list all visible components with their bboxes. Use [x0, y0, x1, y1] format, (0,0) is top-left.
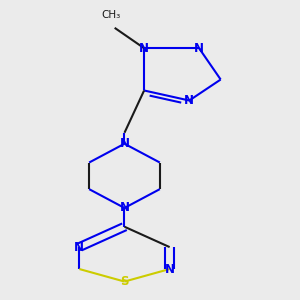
Text: N: N [194, 42, 204, 55]
Text: N: N [119, 201, 130, 214]
Text: N: N [119, 137, 130, 150]
Text: S: S [120, 275, 129, 288]
Text: CH₃: CH₃ [101, 10, 120, 20]
Text: N: N [165, 262, 175, 275]
Text: N: N [184, 94, 194, 107]
Text: N: N [74, 241, 84, 254]
Text: N: N [139, 42, 149, 55]
